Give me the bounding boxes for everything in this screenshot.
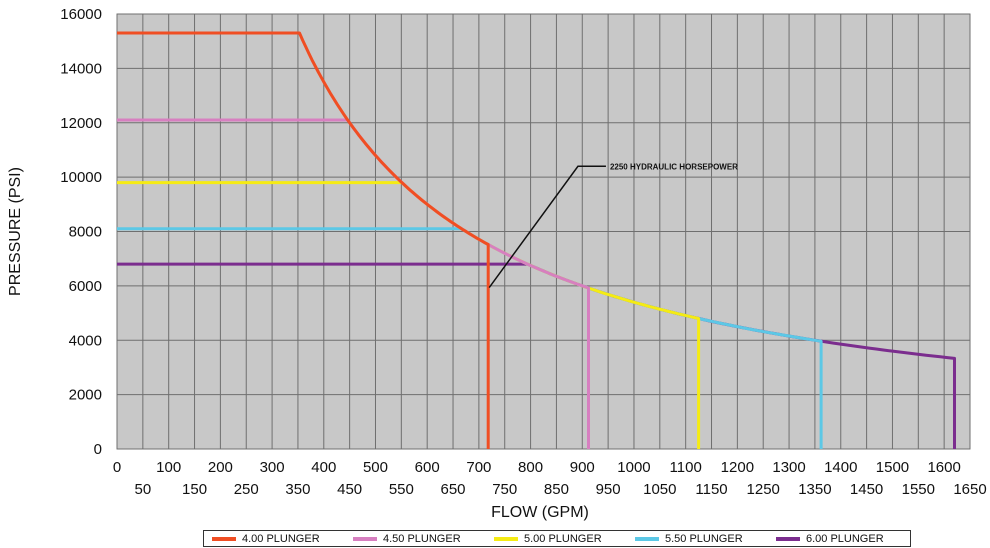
y-tick-labels: 0 2000 4000 6000 8000 10000 12000 14000 16000 <box>60 6 102 458</box>
y-tick-label: 16000 <box>60 6 102 23</box>
x-tick-label: 1600 <box>927 459 960 476</box>
x-tick-label: 100 <box>156 459 181 476</box>
legend-item: 5.50 PLUNGER <box>627 533 768 545</box>
x-tick-label: 1200 <box>721 459 754 476</box>
annotation-leader-line <box>488 165 606 288</box>
x-tick-label: 1550 <box>902 481 935 498</box>
x-tick-label: 750 <box>492 481 517 498</box>
x-tick-label: 700 <box>466 459 491 476</box>
x-tick-label: 50 <box>135 481 152 498</box>
x-tick-label: 950 <box>596 481 621 498</box>
y-tick-label: 0 <box>94 441 102 458</box>
x-tick-label: 900 <box>570 459 595 476</box>
legend-label: 6.00 PLUNGER <box>806 532 884 545</box>
legend-label: 5.50 PLUNGER <box>665 532 743 545</box>
legend-item: 4.00 PLUNGER <box>204 533 345 545</box>
x-tick-labels: 0 100 200 300 400 500 600 700 800 900 1000 1100 1200… <box>113 459 987 498</box>
legend-label: 4.50 PLUNGER <box>383 532 461 545</box>
annotation: 2250 HYDRAULIC HORSEPOWER <box>488 162 738 288</box>
series-line-4-00-plunger <box>117 31 490 449</box>
x-axis-title: FLOW (GPM) <box>491 504 589 521</box>
y-tick-label: 4000 <box>69 332 102 349</box>
x-tick-label: 1150 <box>695 481 727 498</box>
legend-swatch <box>635 536 659 541</box>
annotation-label: 2250 HYDRAULIC HORSEPOWER <box>610 162 738 171</box>
x-tick-label: 550 <box>389 481 414 498</box>
legend-label: 4.00 PLUNGER <box>242 532 320 545</box>
x-tick-label: 850 <box>544 481 569 498</box>
grid-lines <box>116 13 971 450</box>
y-tick-label: 14000 <box>60 60 102 77</box>
legend-item: 4.50 PLUNGER <box>345 533 486 545</box>
x-tick-label: 1000 <box>617 459 650 476</box>
x-tick-label: 400 <box>311 459 336 476</box>
legend-item: 6.00 PLUNGER <box>768 533 909 545</box>
x-tick-label: 250 <box>234 481 259 498</box>
y-tick-label: 12000 <box>60 115 102 132</box>
series-layer <box>117 31 956 449</box>
x-tick-label: 150 <box>182 481 207 498</box>
legend-swatch <box>776 536 800 541</box>
x-tick-label: 1650 <box>953 481 986 498</box>
legend-swatch <box>353 536 377 541</box>
x-tick-label: 1350 <box>798 481 831 498</box>
legend-swatch <box>212 536 236 541</box>
x-tick-label: 800 <box>518 459 543 476</box>
x-tick-label: 450 <box>337 481 362 498</box>
legend-item: 5.00 PLUNGER <box>486 533 627 545</box>
legend-label: 5.00 PLUNGER <box>524 532 602 545</box>
x-tick-label: 300 <box>260 459 285 476</box>
legend-swatch <box>494 536 518 541</box>
y-tick-label: 10000 <box>60 169 102 186</box>
y-tick-label: 6000 <box>69 278 102 295</box>
x-tick-label: 1050 <box>643 481 676 498</box>
y-tick-label: 8000 <box>69 224 102 241</box>
x-tick-label: 200 <box>208 459 233 476</box>
x-tick-label: 500 <box>363 459 388 476</box>
x-tick-label: 1300 <box>772 459 805 476</box>
x-tick-label: 600 <box>415 459 440 476</box>
y-axis-title: PRESSURE (PSI) <box>7 167 24 296</box>
x-tick-label: 650 <box>441 481 466 498</box>
x-tick-label: 1450 <box>850 481 883 498</box>
x-tick-label: 0 <box>113 459 121 476</box>
x-tick-label: 1500 <box>876 459 909 476</box>
x-tick-label: 1400 <box>824 459 857 476</box>
x-tick-label: 1250 <box>747 481 780 498</box>
x-tick-label: 350 <box>285 481 310 498</box>
legend: 4.00 PLUNGER 4.50 PLUNGER 5.00 PLUNGER 5.50… <box>203 530 911 547</box>
y-tick-label: 2000 <box>69 387 102 404</box>
x-tick-label: 1100 <box>670 459 702 476</box>
